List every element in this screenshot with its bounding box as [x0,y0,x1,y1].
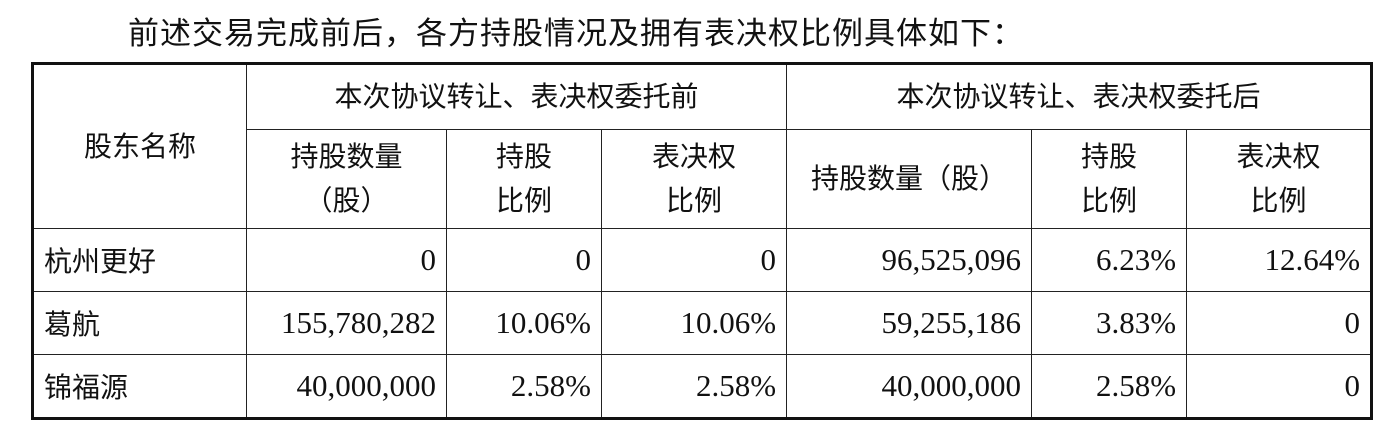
intro-text: 前述交易完成前后，各方持股情况及拥有表决权比例具体如下： [128,16,1024,52]
cell-value: 2.58% [1031,354,1188,419]
header-line: 表决权 [1236,140,1321,173]
header-row-2: 持股数量 （股） 持股比例 表决权 比例 持股数量（股） 持股比例 表决权 比例 [33,129,1373,229]
cell-value: 96,525,096 [786,228,1033,292]
header-text: 持股比例 [1081,140,1138,217]
table-row: 锦福源 40,000,000 2.58% 2.58% 40,000,000 2.58% 0 [32,354,1373,419]
cell-value: 0 [600,228,788,292]
cell-value: 2.58% [600,354,788,419]
cell-value: 40,000,000 [786,354,1033,419]
cell-value: 6.23% [1031,228,1188,292]
cell-value: 0 [246,228,447,292]
header-vote-ratio-before: 表决权 比例 [600,129,788,229]
cell-value: 10.06% [600,291,788,355]
cell-value: 0 [1186,354,1373,419]
cell-value: 59,255,186 [786,291,1033,355]
shareholding-table: 股东名称 本次协议转让、表决权委托前 本次协议转让、表决权委托后 持股数量 （股）… [31,62,1374,420]
header-vote-ratio-after: 表决权 比例 [1186,129,1373,229]
header-share-ratio-after: 持股比例 [1031,129,1188,229]
header-line: 持股数量 [290,140,403,173]
header-share-count-before: 持股数量 （股） [246,129,447,229]
cell-value: 3.83% [1031,291,1188,355]
cell-value: 12.64% [1186,228,1373,292]
header-shareholder-name: 股东名称 [32,63,247,229]
header-line: 比例 [1250,184,1307,217]
shareholder-name: 锦福源 [32,354,247,419]
header-line: （股） [304,184,389,217]
table-row: 杭州更好 0 0 0 96,525,096 6.23% 12.64% [32,228,1373,292]
header-group-after: 本次协议转让、表决权委托后 [786,63,1373,130]
cell-value: 0 [1186,291,1373,355]
header-line: 持股数量（股） [811,162,1008,195]
header-share-count-after: 持股数量（股） [786,129,1033,229]
header-share-ratio-before: 持股比例 [446,129,602,229]
header-text: 持股比例 [495,140,552,217]
cell-value: 10.06% [446,291,602,355]
header-group-before: 本次协议转让、表决权委托前 [245,63,788,130]
header-line: 表决权 [652,140,737,173]
shareholder-name: 杭州更好 [32,228,247,292]
shareholder-name: 葛航 [32,291,247,355]
table-row: 葛航 155,780,282 10.06% 10.06% 59,255,186 3.83%… [32,291,1373,355]
header-line: 比例 [666,184,723,217]
header-row-1: 股东名称 本次协议转让、表决权委托前 本次协议转让、表决权委托后 [32,63,1373,229]
cell-value: 155,780,282 [246,291,447,355]
cell-value: 2.58% [446,354,602,419]
cell-value: 40,000,000 [246,354,447,419]
cell-value: 0 [446,228,602,292]
